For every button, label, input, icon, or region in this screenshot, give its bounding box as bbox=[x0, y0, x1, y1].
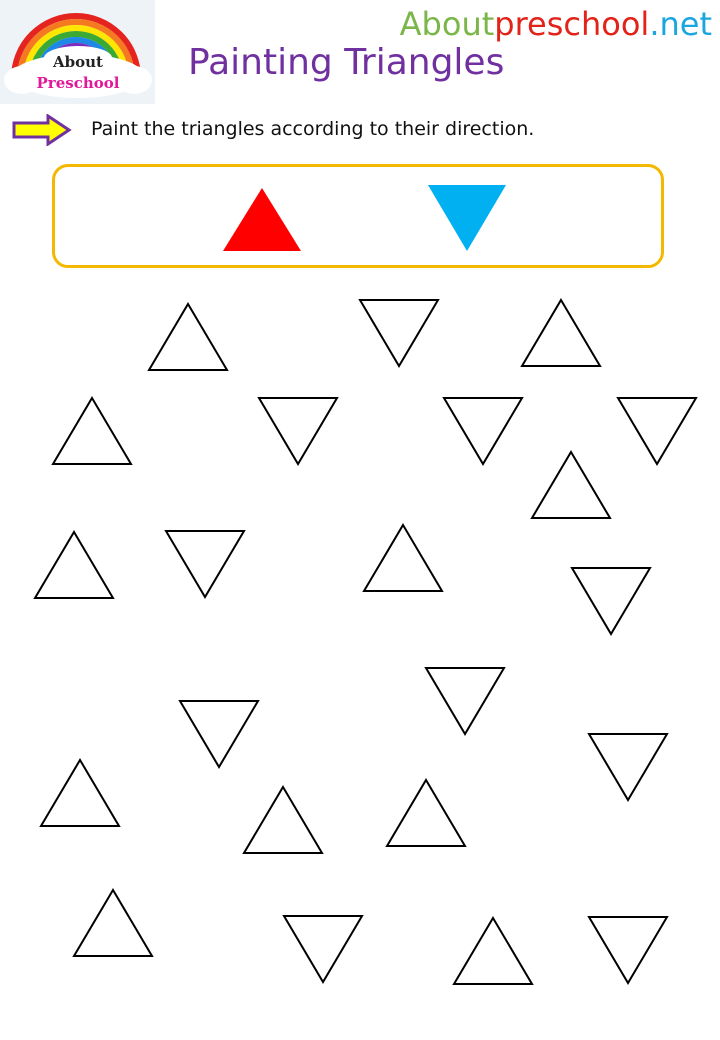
site-name-part-net: .net bbox=[649, 5, 712, 43]
instruction-text: Paint the triangles according to their d… bbox=[91, 118, 535, 140]
outline-triangle-up bbox=[72, 888, 154, 957]
arrow-right-icon bbox=[12, 113, 72, 147]
page-title: Painting Triangles bbox=[188, 42, 505, 83]
outline-triangle-up bbox=[242, 785, 324, 854]
outline-triangle-up bbox=[520, 298, 602, 367]
outline-triangle-up bbox=[385, 778, 467, 847]
outline-triangle-up bbox=[147, 302, 229, 371]
outline-triangle-down bbox=[442, 397, 524, 466]
about-preschool-logo: About Preschool bbox=[0, 0, 155, 104]
key-up-triangle-red bbox=[223, 188, 301, 251]
outline-triangle-down bbox=[178, 700, 260, 769]
site-name: Aboutpreschool.net bbox=[400, 4, 712, 44]
outline-triangle-down bbox=[257, 397, 339, 466]
outline-triangle-up bbox=[452, 916, 534, 985]
outline-triangle-up bbox=[530, 450, 612, 519]
outline-triangle-up bbox=[51, 396, 133, 465]
outline-triangle-down bbox=[616, 397, 698, 466]
outline-triangle-up bbox=[33, 530, 115, 599]
site-name-part-about: About bbox=[399, 5, 495, 43]
site-name-part-preschool: preschool bbox=[494, 5, 650, 43]
outline-triangle-down bbox=[164, 530, 246, 599]
outline-triangle-up bbox=[362, 523, 444, 592]
key-down-triangle-blue bbox=[428, 185, 506, 251]
logo-text-preschool: Preschool bbox=[37, 74, 120, 92]
outline-triangle-down bbox=[282, 915, 364, 984]
outline-triangle-down bbox=[587, 916, 669, 985]
outline-triangle-down bbox=[570, 567, 652, 636]
color-key-box bbox=[52, 164, 664, 268]
outline-triangle-down bbox=[587, 733, 669, 802]
logo-text-about: About bbox=[52, 53, 103, 71]
outline-triangle-down bbox=[358, 299, 440, 368]
outline-triangle-up bbox=[39, 758, 121, 827]
outline-triangle-down bbox=[424, 667, 506, 736]
